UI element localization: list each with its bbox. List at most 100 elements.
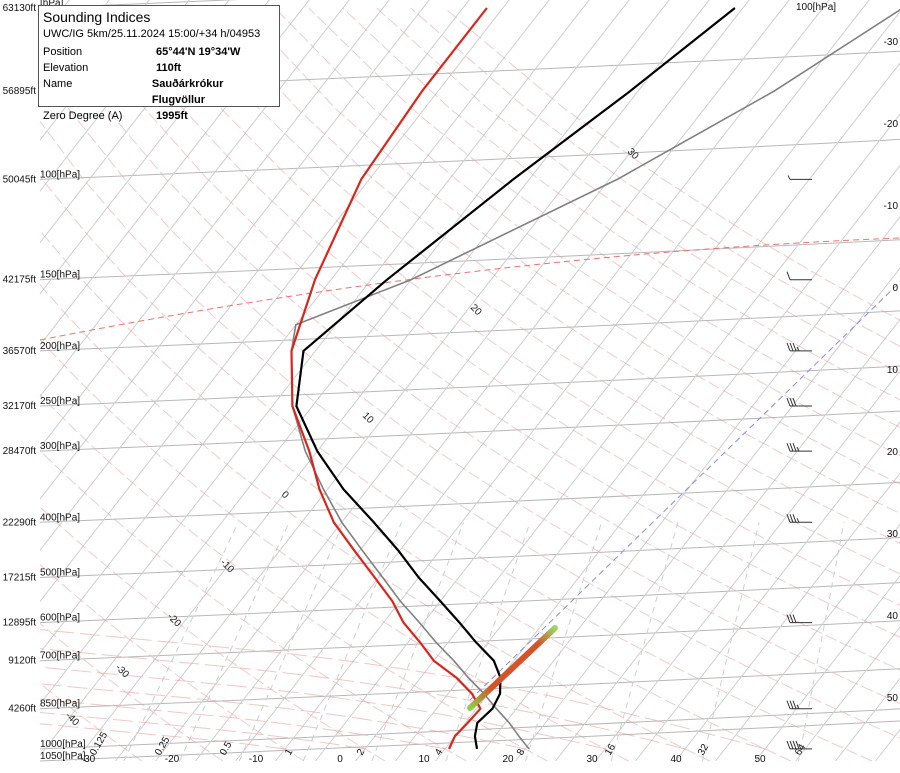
pressure-label: 600[hPa] — [40, 613, 80, 624]
barb-flag — [786, 397, 791, 407]
wind-barb — [787, 175, 812, 180]
isobar-line — [40, 365, 900, 407]
barb-flag — [789, 614, 794, 623]
mixing-ratio-label: 8 — [515, 747, 528, 758]
barb-half-flag — [796, 346, 800, 352]
isobar-line — [40, 708, 900, 750]
barb-flag — [789, 700, 794, 709]
info-subtitle: UWC/IG 5km/25.11.2024 15:00/+34 h/04953 — [43, 28, 261, 40]
wind-barb — [786, 397, 812, 407]
mixing-ratio-lines — [123, 522, 845, 762]
mixing-ratio-line — [371, 522, 465, 762]
isotherm-line — [40, 0, 150, 141]
pressure-label: 250[hPa] — [40, 396, 80, 407]
isotherm-line — [515, 267, 900, 762]
isotherm-line — [40, 0, 590, 705]
isotherm-line — [40, 0, 270, 295]
barb-flag — [789, 342, 794, 352]
isotherm-line — [395, 113, 900, 762]
wind-barb — [786, 614, 812, 624]
bottom-temp-label: 20 — [502, 754, 514, 765]
pressure-label: 850[hPa] — [40, 699, 80, 710]
right-temp-label: 0 — [892, 283, 898, 294]
mixing-ratio-label: 64 — [793, 742, 808, 758]
dry-adiabat-line — [40, 175, 873, 762]
surface-parcel-segment — [467, 625, 558, 711]
height-label: 36570ft — [3, 346, 37, 357]
right-temp-label: 40 — [887, 611, 899, 622]
dry-adiabat-line — [40, 393, 548, 762]
barb-flag — [792, 740, 797, 750]
mixing-ratio-label: 16 — [603, 742, 618, 758]
isotherm-line — [315, 10, 900, 762]
isotherm-line — [235, 0, 830, 762]
isobar-line — [40, 239, 900, 281]
top-pressure-label: 100[hPa] — [796, 2, 836, 13]
isotherm-line — [595, 369, 900, 762]
moist-adiabat-line — [40, 723, 286, 750]
barb-flag — [792, 700, 797, 709]
isotherm-line — [0, 0, 43, 761]
isobar-line — [40, 536, 900, 578]
barb-flag — [786, 442, 791, 452]
isotherm-line — [635, 421, 900, 762]
pressure-label: 700[hPa] — [40, 651, 80, 662]
dry-adiabat-line — [40, 229, 792, 762]
isobar-line — [40, 668, 900, 710]
height-label: 63130ft — [3, 3, 37, 14]
wind-barbs — [786, 175, 812, 750]
isotherm-line — [40, 0, 510, 603]
isotherm-line — [195, 0, 790, 762]
barb-flag — [786, 514, 791, 523]
info-row-elevation: Elevation 110ft — [43, 60, 275, 76]
moist-adiabat-lines — [40, 629, 766, 750]
bottom-temp-label: 40 — [670, 754, 682, 765]
isotherm-line — [755, 575, 900, 762]
isotherm-line — [555, 318, 900, 762]
isotherm-line — [875, 728, 900, 762]
dewpoint-curve — [295, 7, 736, 750]
info-value: 65°44'N 19°34'W — [156, 46, 241, 58]
wind-barb — [786, 700, 812, 710]
pressure-label: 150[hPa] — [40, 270, 80, 281]
dry-adiabat-line — [40, 338, 629, 762]
barb-flag — [789, 740, 794, 750]
barb-flag — [786, 740, 791, 750]
height-label: 42175ft — [3, 275, 37, 286]
isotherm-line — [675, 472, 900, 762]
bottom-temp-label: -30 — [81, 754, 96, 765]
info-title: Sounding Indices — [43, 9, 151, 25]
height-label: 12895ft — [3, 618, 37, 629]
isotherm-line — [40, 0, 630, 757]
barb-half-flag — [796, 446, 800, 452]
parcel-curve — [290, 8, 900, 750]
mixing-ratio-line — [445, 522, 531, 762]
moist-adiabat-line — [40, 711, 366, 750]
right-temp-label: 10 — [887, 365, 899, 376]
isotherm-line — [40, 0, 310, 346]
dry-adiabat-line — [342, 7, 900, 401]
wind-barb — [786, 342, 812, 352]
dry-adiabat-line — [274, 7, 900, 457]
dry-adiabat-line — [138, 7, 900, 575]
height-label: 56895ft — [3, 86, 37, 97]
isotherm-line — [715, 523, 900, 762]
moist-adiabat-line — [40, 666, 606, 750]
isotherm-line — [0, 0, 3, 761]
isotherm-line — [75, 0, 670, 762]
right-temp-label: 20 — [887, 447, 899, 458]
sounding-indices-box: Sounding Indices UWC/IG 5km/25.11.2024 1… — [38, 5, 280, 122]
mixing-ratio-label: 1 — [283, 747, 296, 758]
info-key: Elevation — [43, 62, 89, 74]
barb-flag — [792, 397, 797, 407]
isotherm-line — [40, 0, 190, 193]
isotherm-line — [40, 0, 470, 552]
isobar-line — [40, 582, 900, 624]
isotherm-line — [795, 626, 900, 762]
isotherm-line — [40, 0, 350, 398]
dry-adiabat-line — [104, 7, 900, 606]
dry-adiabat-line — [206, 7, 900, 515]
isotherm-label: 20 — [468, 302, 484, 318]
